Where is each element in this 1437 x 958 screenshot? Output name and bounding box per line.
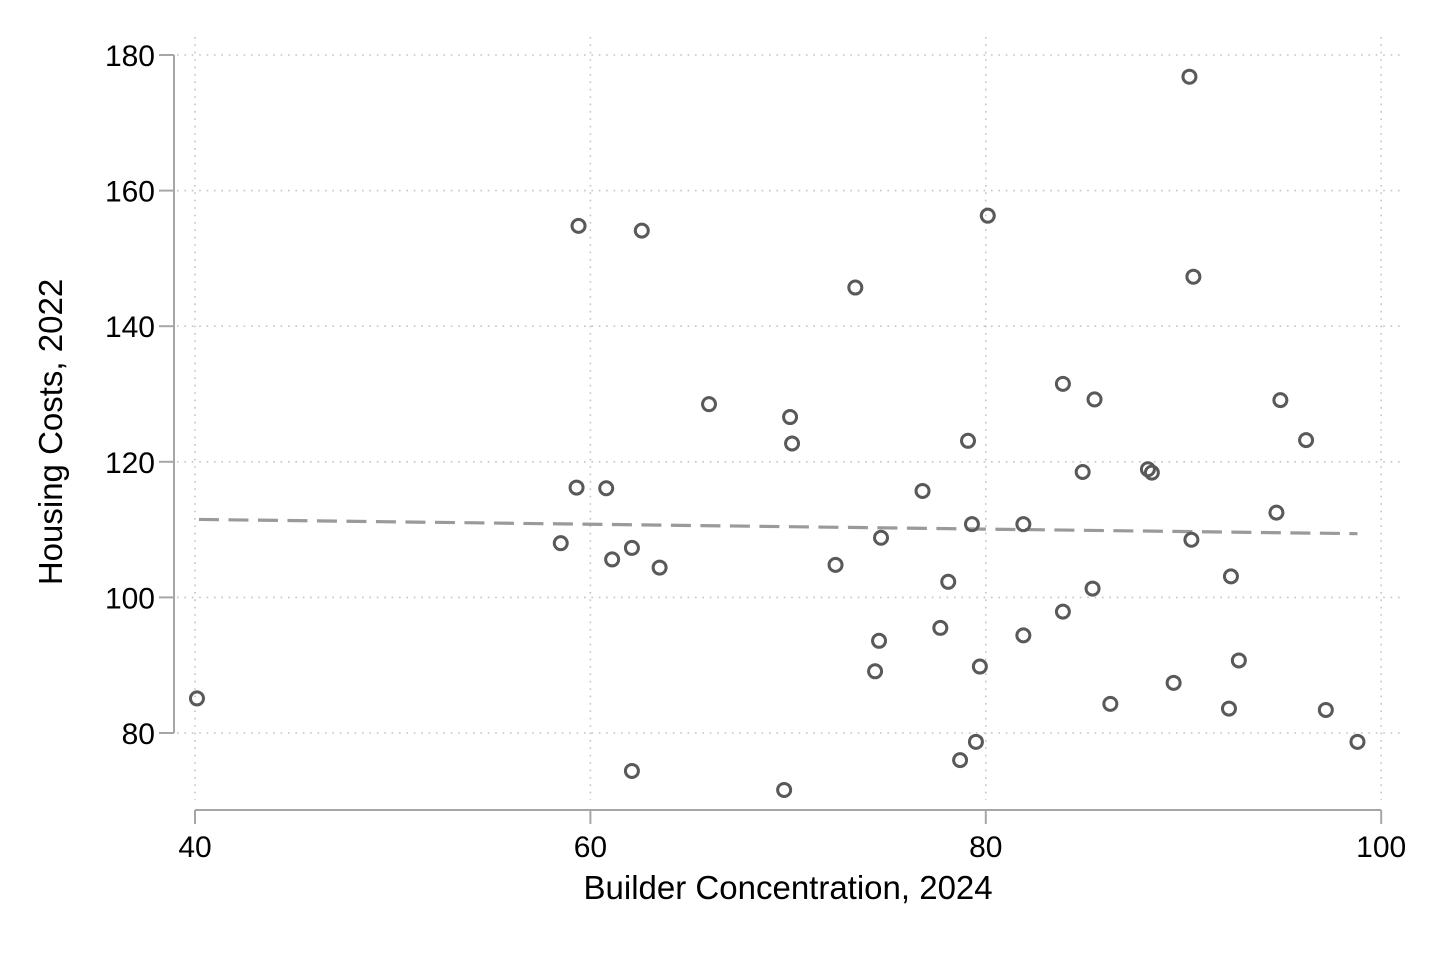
data-point [1074,463,1091,480]
data-point [188,690,205,707]
data-point [1272,392,1289,409]
data-point [967,733,984,750]
data-point [963,516,980,533]
data-point [1268,504,1285,521]
data-point [651,559,668,576]
data-point [1230,652,1247,669]
data-point [1317,701,1334,718]
data-point [1015,516,1032,533]
data-point [952,752,969,769]
data-point [568,479,585,496]
data-point [979,207,996,224]
data-point [1183,531,1200,548]
y-tick-label: 100 [105,582,155,615]
data-point [847,279,864,296]
x-tick-label: 60 [574,831,607,864]
y-axis-title: Housing Costs, 2022 [32,279,69,585]
data-point [1086,391,1103,408]
data-point [1054,603,1071,620]
data-point [623,539,640,556]
data-point [940,573,957,590]
data-point [1222,568,1239,585]
data-point [784,435,801,452]
data-point [1220,700,1237,717]
data-point [871,632,888,649]
axes-layer [159,54,1383,824]
x-axis-title: Builder Concentration, 2024 [584,869,993,906]
data-point [552,535,569,552]
data-point [776,781,793,798]
y-tick-label: 80 [122,718,155,751]
data-point [971,658,988,675]
y-tick-label: 120 [105,447,155,480]
data-point [1185,268,1202,285]
data-point [1165,674,1182,691]
data-point [960,432,977,449]
y-tick-label: 180 [105,40,155,73]
data-point [598,480,615,497]
data-point [914,482,931,499]
y-tick-label: 160 [105,176,155,209]
data-point [633,222,650,239]
y-tick-label: 140 [105,311,155,344]
data-point [701,396,718,413]
tick-labels-layer: 80 100 120 140 160 180 40 60 80 100 [105,40,1406,864]
data-point [1143,464,1160,481]
data-point [1054,375,1071,392]
data-point [782,409,799,426]
data-point [932,619,949,636]
data-point [867,663,884,680]
x-tick-label: 100 [1356,831,1406,864]
trend-line [198,517,1358,536]
data-points-layer [188,68,1366,798]
data-point [1084,580,1101,597]
data-point [1298,432,1315,449]
trendline-layer [198,517,1358,536]
x-tick-label: 80 [969,831,1002,864]
data-point [827,556,844,573]
data-point [1102,695,1119,712]
data-point [1349,733,1366,750]
data-point [1181,68,1198,85]
gridlines-layer [177,37,1402,800]
data-point [570,217,587,234]
data-point [623,762,640,779]
data-point [604,551,621,568]
x-tick-label: 40 [178,831,211,864]
data-point [1015,627,1032,644]
data-point [873,529,890,546]
